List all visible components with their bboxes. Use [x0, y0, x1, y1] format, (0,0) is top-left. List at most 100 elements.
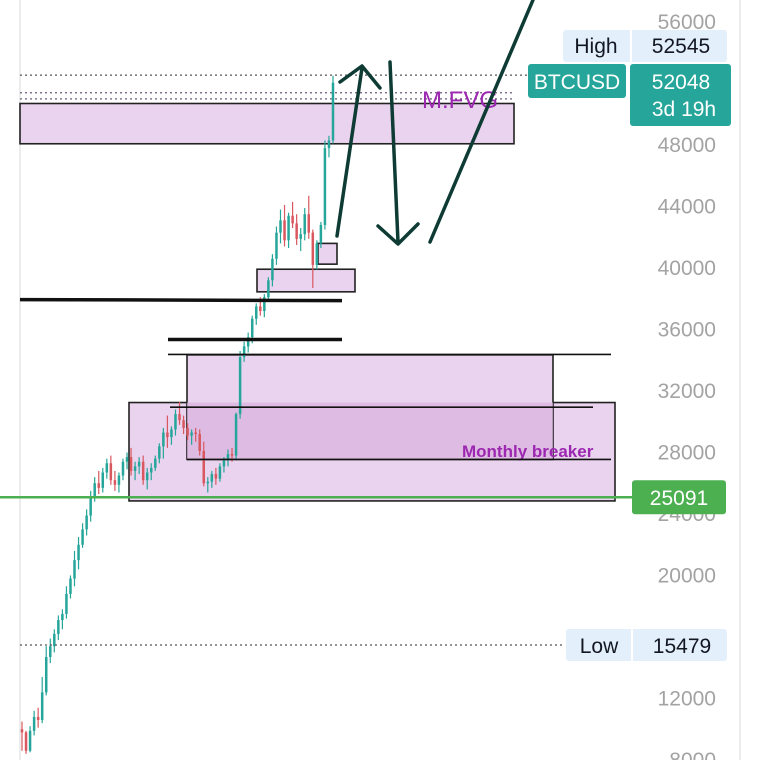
candle-body	[198, 434, 201, 451]
low-tag-value: 15479	[653, 635, 711, 658]
candle-body	[263, 297, 266, 312]
y-tick-label: 36000	[658, 319, 716, 342]
candle-body	[141, 461, 145, 481]
y-tick-label: 48000	[658, 134, 716, 157]
support-line-thick	[19, 297, 343, 303]
candle-body	[194, 432, 197, 435]
candle-body	[275, 232, 278, 259]
candles	[20, 75, 335, 754]
candle-body	[283, 220, 286, 241]
candle-body	[129, 457, 133, 471]
candle-body	[28, 730, 32, 751]
candle-body	[202, 450, 206, 484]
candle-body	[234, 414, 238, 456]
high-tag-value: 52545	[652, 35, 710, 58]
candle-body	[287, 215, 290, 241]
y-tick-label: 12000	[658, 688, 716, 711]
y-tick-label: 28000	[658, 442, 716, 465]
down-arrow-line	[388, 60, 400, 244]
down-arrow-head	[376, 222, 420, 246]
last-price-tag	[630, 64, 731, 126]
candle-body	[125, 457, 129, 462]
symbol-tag	[528, 64, 626, 98]
candle-body	[149, 467, 153, 473]
candle-body	[178, 414, 181, 421]
candle-body	[242, 346, 246, 358]
y-tick-label: 44000	[658, 196, 716, 219]
candle-body	[230, 454, 234, 456]
mfvg-zone	[19, 102, 515, 145]
symbol-tag-label: BTCUSD	[534, 71, 620, 94]
candle-body	[85, 515, 88, 530]
candle-body	[246, 337, 250, 347]
candle-body	[255, 306, 258, 319]
candle-body	[65, 593, 68, 614]
candle-body	[61, 613, 64, 621]
candle-body	[57, 620, 60, 634]
drawings	[0, 0, 632, 646]
candle-body	[226, 454, 230, 461]
up-arrow-head	[338, 64, 382, 90]
candle-body	[170, 429, 173, 438]
candle-body	[101, 472, 105, 488]
candle-body	[49, 646, 52, 657]
high-tag-label: High	[574, 35, 617, 58]
candle-body	[250, 318, 254, 338]
candle-body	[158, 446, 161, 459]
candle-body	[331, 82, 335, 141]
candle-body	[323, 148, 327, 225]
candle-body	[259, 306, 262, 312]
y-tick-label: 8000	[669, 749, 716, 760]
high-tag	[563, 30, 727, 62]
candle-body	[154, 458, 157, 468]
candle-body	[137, 461, 141, 467]
y-axis-tick-labels: 5600048000440004000036000320002800024000…	[658, 11, 716, 760]
y-tick-label: 40000	[658, 257, 716, 280]
candle-body	[121, 461, 125, 476]
level-tag	[632, 480, 726, 515]
candle-body	[32, 716, 36, 731]
candle-body	[182, 420, 185, 428]
candle-body	[186, 427, 189, 436]
y-tick-label: 32000	[658, 380, 716, 403]
candle-body	[113, 480, 117, 485]
candle-body	[24, 732, 28, 751]
candle-body	[117, 475, 121, 485]
candle-body	[206, 481, 210, 484]
candle-body	[174, 414, 177, 430]
candle-body	[267, 280, 270, 298]
last-price-value: 52048	[652, 71, 710, 94]
zone-label-monthly-breaker: Monthly breaker	[462, 442, 594, 461]
candle-body	[20, 729, 24, 733]
candle-body	[311, 232, 315, 265]
candle-body	[166, 432, 169, 438]
candle-body	[214, 474, 218, 479]
candle-body	[97, 483, 100, 488]
candle-body	[271, 258, 274, 281]
candle-body	[77, 544, 80, 561]
candle-body	[222, 460, 226, 467]
candle-body	[319, 224, 323, 244]
candle-body	[303, 214, 306, 235]
candle-body	[73, 560, 76, 579]
low-tag-label: Low	[580, 635, 619, 658]
candle-body	[295, 223, 298, 239]
candle-body	[40, 692, 44, 721]
zone-overlap	[187, 402, 553, 460]
candle-body	[36, 716, 40, 721]
price-tags: High 52545 BTCUSD 52048 3d 19h 25091 Low 15479	[528, 30, 731, 662]
candle-body	[89, 497, 92, 516]
candle-body	[145, 472, 149, 481]
candle-body	[279, 220, 282, 233]
candle-body	[210, 474, 214, 482]
small-zone-lower	[256, 268, 356, 293]
candle-body	[109, 463, 113, 481]
level-tag-value: 25091	[650, 487, 708, 510]
candle-body	[307, 214, 311, 233]
candle-body	[69, 578, 72, 594]
candle-body	[299, 234, 302, 239]
candle-body	[105, 463, 109, 473]
bar-countdown: 3d 19h	[652, 98, 716, 121]
